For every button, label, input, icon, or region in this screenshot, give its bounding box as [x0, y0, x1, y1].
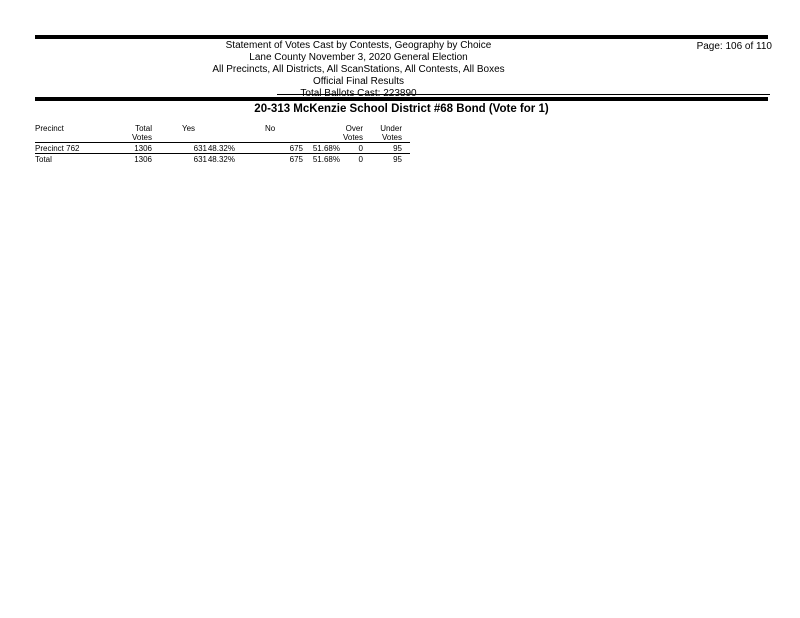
results-table: Precinct Total Votes Yes No Over Votes U…	[35, 122, 410, 164]
cell-yes-percent: 48.32%	[207, 155, 235, 164]
top-rule	[35, 35, 768, 39]
cell-total-votes: 1306	[134, 155, 152, 164]
cell-over-votes: 0	[358, 155, 363, 164]
table-row-precinct-762: Precinct 762 1306 631 48.32% 675 51.68% …	[35, 143, 410, 154]
col-header-total-line1: Total	[135, 124, 152, 133]
cell-precinct-name: Total	[35, 155, 52, 164]
election-name-line: Lane County November 3, 2020 General Ele…	[249, 52, 468, 63]
col-header-under-line1: Under	[380, 124, 402, 133]
cell-no-percent: 51.68%	[312, 155, 340, 164]
report-header: Statement of Votes Cast by Contests, Geo…	[35, 40, 682, 100]
ballots-underline-rule	[277, 94, 770, 95]
col-header-under-line2: Votes	[381, 133, 402, 142]
cell-under-votes: 95	[393, 144, 402, 153]
cell-no-percent: 51.68%	[312, 144, 340, 153]
cell-yes-votes: 631	[193, 155, 207, 164]
cell-total-votes: 1306	[134, 144, 152, 153]
cell-no-votes: 675	[289, 155, 303, 164]
col-header-over-line1: Over	[345, 124, 363, 133]
cell-over-votes: 0	[358, 144, 363, 153]
results-status-line: Official Final Results	[313, 76, 404, 87]
col-header-yes: Yes	[182, 124, 196, 133]
col-header-precinct: Precinct	[35, 124, 64, 133]
contest-title: 20-313 McKenzie School District #68 Bond…	[254, 103, 549, 115]
col-header-total-line2: Votes	[131, 133, 152, 142]
table-row-total: Total 1306 631 48.32% 675 51.68% 0 95	[35, 154, 410, 164]
cell-no-votes: 675	[289, 144, 303, 153]
cell-precinct-name: Precinct 762	[35, 144, 80, 153]
col-header-no: No	[265, 124, 276, 133]
scope-line: All Precincts, All Districts, All ScanSt…	[212, 64, 505, 75]
report-title-line: Statement of Votes Cast by Contests, Geo…	[225, 40, 492, 51]
col-header-over-line2: Votes	[342, 133, 363, 142]
table-header-row: Precinct Total Votes Yes No Over Votes U…	[35, 122, 410, 143]
header-bottom-rule	[35, 97, 768, 101]
cell-under-votes: 95	[393, 155, 402, 164]
total-ballots-line: Total Ballots Cast: 223890	[35, 88, 682, 100]
cell-yes-votes: 631	[193, 144, 207, 153]
cell-yes-percent: 48.32%	[207, 144, 235, 153]
page-number-label: Page: 106 of 110	[696, 41, 772, 52]
